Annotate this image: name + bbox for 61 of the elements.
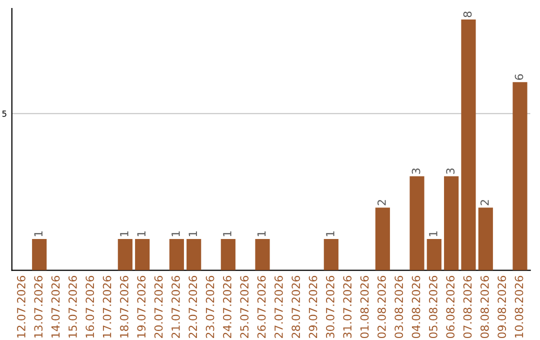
bar bbox=[169, 238, 184, 270]
data-label: 3 bbox=[446, 168, 455, 174]
x-tick-label: 05.08.2026 bbox=[428, 276, 438, 338]
x-tick-label: 12.07.2026 bbox=[17, 276, 26, 338]
x-tick-label: 17.07.2026 bbox=[102, 276, 112, 338]
x-tick-label: 16.07.2026 bbox=[86, 276, 94, 338]
x-tick-label: 23.07.2026 bbox=[206, 276, 214, 338]
x-tick-label: 29.07.2026 bbox=[308, 276, 318, 338]
x-tick-label: 14.07.2026 bbox=[51, 276, 60, 338]
x-tick-label: 30.07.2026 bbox=[326, 276, 334, 338]
y-tick-label: 5 bbox=[2, 110, 6, 117]
bar bbox=[324, 238, 338, 270]
x-tick-label: 02.08.2026 bbox=[377, 276, 386, 338]
data-label: 1 bbox=[120, 231, 128, 236]
bar bbox=[135, 238, 150, 270]
data-label: 6 bbox=[514, 74, 524, 80]
x-tick-label: 18.07.2026 bbox=[120, 276, 128, 338]
x-tick-label: 10.08.2026 bbox=[514, 276, 524, 338]
data-label: 1 bbox=[326, 231, 334, 236]
x-tick-label: 25.07.2026 bbox=[240, 276, 249, 338]
data-label: 1 bbox=[34, 231, 42, 236]
x-tick-label: 15.07.2026 bbox=[68, 276, 77, 338]
bar bbox=[220, 238, 236, 270]
x-tick-label: 07.08.2026 bbox=[463, 276, 472, 338]
x-tick-label: 31.07.2026 bbox=[343, 276, 352, 338]
bar bbox=[512, 82, 528, 270]
bar bbox=[444, 176, 459, 270]
x-tick-label: 27.07.2026 bbox=[274, 276, 283, 338]
data-label: 1 bbox=[137, 231, 146, 236]
data-label: 1 bbox=[223, 231, 232, 236]
bar bbox=[32, 238, 47, 270]
x-tick-label: 28.07.2026 bbox=[292, 276, 300, 338]
x-tick-label: 19.07.2026 bbox=[137, 276, 146, 338]
x-tick-label: 13.07.2026 bbox=[34, 276, 43, 338]
data-label: 1 bbox=[188, 231, 197, 236]
data-label: 2 bbox=[480, 200, 489, 206]
data-label: 3 bbox=[412, 168, 420, 174]
data-label: 1 bbox=[257, 231, 266, 236]
data-label: 1 bbox=[429, 231, 438, 236]
data-label: 8 bbox=[463, 12, 472, 18]
x-tick-label: 21.07.2026 bbox=[171, 276, 180, 338]
x-tick-label: 06.08.2026 bbox=[446, 276, 455, 338]
x-tick-label: 20.07.2026 bbox=[154, 276, 163, 338]
bar bbox=[375, 208, 390, 270]
x-tick-label: 09.08.2026 bbox=[498, 276, 506, 338]
bar bbox=[461, 19, 476, 270]
bar bbox=[478, 208, 493, 270]
bar bbox=[118, 238, 132, 270]
bar bbox=[410, 176, 424, 270]
x-tick-label: 01.08.2026 bbox=[360, 276, 369, 338]
bar bbox=[255, 238, 270, 270]
data-label: 2 bbox=[377, 200, 386, 206]
x-tick-label: 08.08.2026 bbox=[480, 276, 489, 338]
bar bbox=[426, 238, 442, 270]
data-label: 1 bbox=[172, 231, 180, 236]
x-tick-label: 24.07.2026 bbox=[222, 276, 232, 338]
x-tick-label: 03.08.2026 bbox=[394, 276, 404, 338]
bar bbox=[186, 238, 202, 270]
x-tick-label: 22.07.2026 bbox=[188, 276, 198, 338]
x-tick-label: 04.08.2026 bbox=[412, 276, 420, 338]
x-tick-label: 26.07.2026 bbox=[257, 276, 266, 338]
